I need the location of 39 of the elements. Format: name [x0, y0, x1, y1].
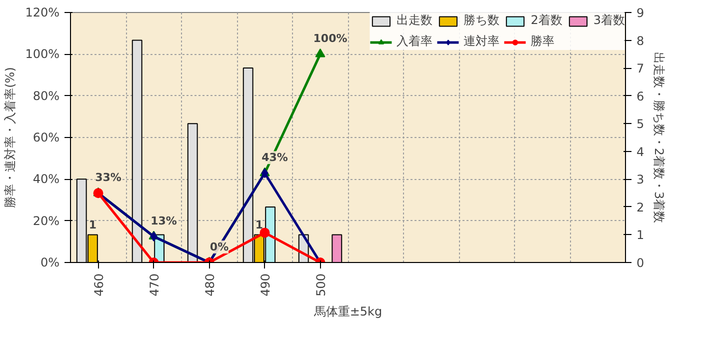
legend-label: 連対率 — [464, 33, 500, 50]
y2-tick-label: 7 — [636, 62, 644, 76]
x-tick-label: 470 — [147, 274, 162, 296]
y-tick-label: 40% — [32, 172, 60, 186]
y-tick-label: 80% — [32, 88, 60, 103]
x-tick-label: 460 — [92, 274, 106, 296]
data-label: 13% — [150, 214, 177, 228]
y2-tick-label: 1 — [636, 228, 644, 242]
y2-tick-label: 9 — [636, 6, 644, 20]
y2-tick-label: 0 — [636, 256, 644, 270]
legend-label: 2着数 — [530, 12, 562, 29]
x-tick-label: 490 — [258, 274, 272, 296]
y-tick-label: 60% — [32, 130, 60, 144]
y-tick-label: 0% — [40, 256, 60, 270]
y2-tick-label: 3 — [636, 172, 644, 187]
y2-tick-label: 4 — [636, 144, 644, 159]
data-label: 1 — [88, 218, 97, 232]
legend-label: 3着数 — [593, 12, 625, 29]
y-tick-label: 20% — [32, 214, 60, 228]
data-label: 0% — [210, 240, 229, 254]
x-tick-label: 500 — [314, 274, 328, 296]
data-label: 1 — [255, 218, 264, 232]
legend-label: 入着率 — [396, 33, 433, 50]
data-label: 100% — [313, 32, 348, 46]
y-tick-label: 100% — [25, 47, 60, 62]
legend-label: 勝率 — [530, 33, 555, 50]
y-tick-label: 120% — [25, 6, 60, 20]
y-axis-title: 勝率・連対率・入着率(%) — [3, 67, 18, 208]
legend-label: 出走数 — [396, 12, 433, 29]
x-axis-title: 馬体重±5kg — [312, 304, 382, 318]
data-label: 33% — [95, 171, 122, 184]
x-tick-label: 480 — [202, 274, 217, 296]
y2-axis-title: 出走数・勝ち数・2着数・3着数 — [652, 52, 666, 224]
data-label: 43% — [262, 151, 288, 164]
legend-label: 勝ち数 — [464, 12, 500, 29]
y2-tick-label: 8 — [636, 34, 644, 48]
y2-tick-label: 6 — [636, 89, 644, 104]
y2-tick-label: 2 — [636, 200, 644, 214]
y2-tick-label: 5 — [636, 117, 644, 132]
